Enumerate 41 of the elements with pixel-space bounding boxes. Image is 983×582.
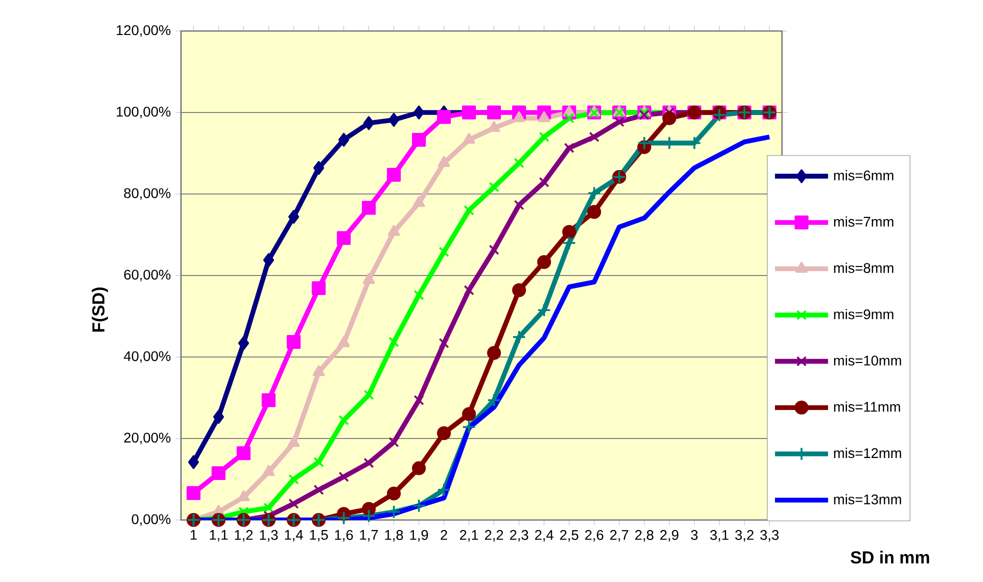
x-tick-label: 2,7 (610, 530, 628, 542)
legend-label: mis=12mm (834, 448, 902, 458)
x-tick-label: 1,8 (385, 530, 403, 542)
x-tick-label: 2,3 (510, 530, 528, 542)
x-tick-label: 3,2 (735, 530, 754, 542)
x-tick-label: 1,1 (210, 530, 228, 542)
legend-label: mis=7mm (834, 216, 894, 227)
x-tick-label: 3,3 (760, 530, 779, 542)
x-tick-label: 2 (440, 530, 448, 540)
y-tick-label: 120,00% (116, 25, 170, 37)
x-axis-title: SD in mm (850, 550, 930, 564)
legend-label: mis=9mm (834, 308, 894, 320)
x-tick-label: 2,1 (460, 530, 478, 542)
y-tick-label: 100,00% (116, 106, 170, 118)
y-tick-label: 0,00% (132, 514, 170, 526)
x-tick-label: 1 (190, 530, 197, 540)
x-tick-label: 1,5 (310, 530, 328, 542)
legend-label: mis=6mm (834, 170, 894, 180)
legend-label: mis=11mm (834, 402, 900, 412)
x-tick-label: 2,2 (485, 530, 504, 542)
y-tick-label: 40,00% (124, 351, 170, 363)
x-tick-label: 2,4 (535, 530, 554, 542)
x-tick-label: 1,2 (234, 530, 253, 542)
x-tick-label: 2,5 (560, 530, 578, 542)
x-tick-label: 1,9 (410, 530, 428, 542)
x-tick-label: 2,9 (660, 530, 678, 542)
x-tick-label: 1,3 (260, 530, 278, 542)
y-axis-title: F(SD) (92, 287, 108, 332)
x-tick-label: 1,7 (360, 530, 378, 542)
legend-label: mis=10mm (834, 355, 902, 366)
legend-label: mis=13mm (834, 494, 902, 504)
x-tick-label: 2,6 (585, 530, 604, 542)
x-tick-label: 3,1 (710, 530, 728, 542)
x-tick-label: 1,4 (285, 530, 303, 542)
x-tick-label: 2,8 (635, 530, 654, 542)
legend-label: mis=8mm (834, 262, 894, 273)
y-tick-label: 80,00% (124, 188, 170, 200)
y-tick-label: 20,00% (124, 432, 170, 444)
x-tick-label: 1,6 (335, 530, 353, 542)
x-tick-label: 3 (690, 530, 698, 540)
y-tick-label: 60,00% (124, 270, 170, 282)
